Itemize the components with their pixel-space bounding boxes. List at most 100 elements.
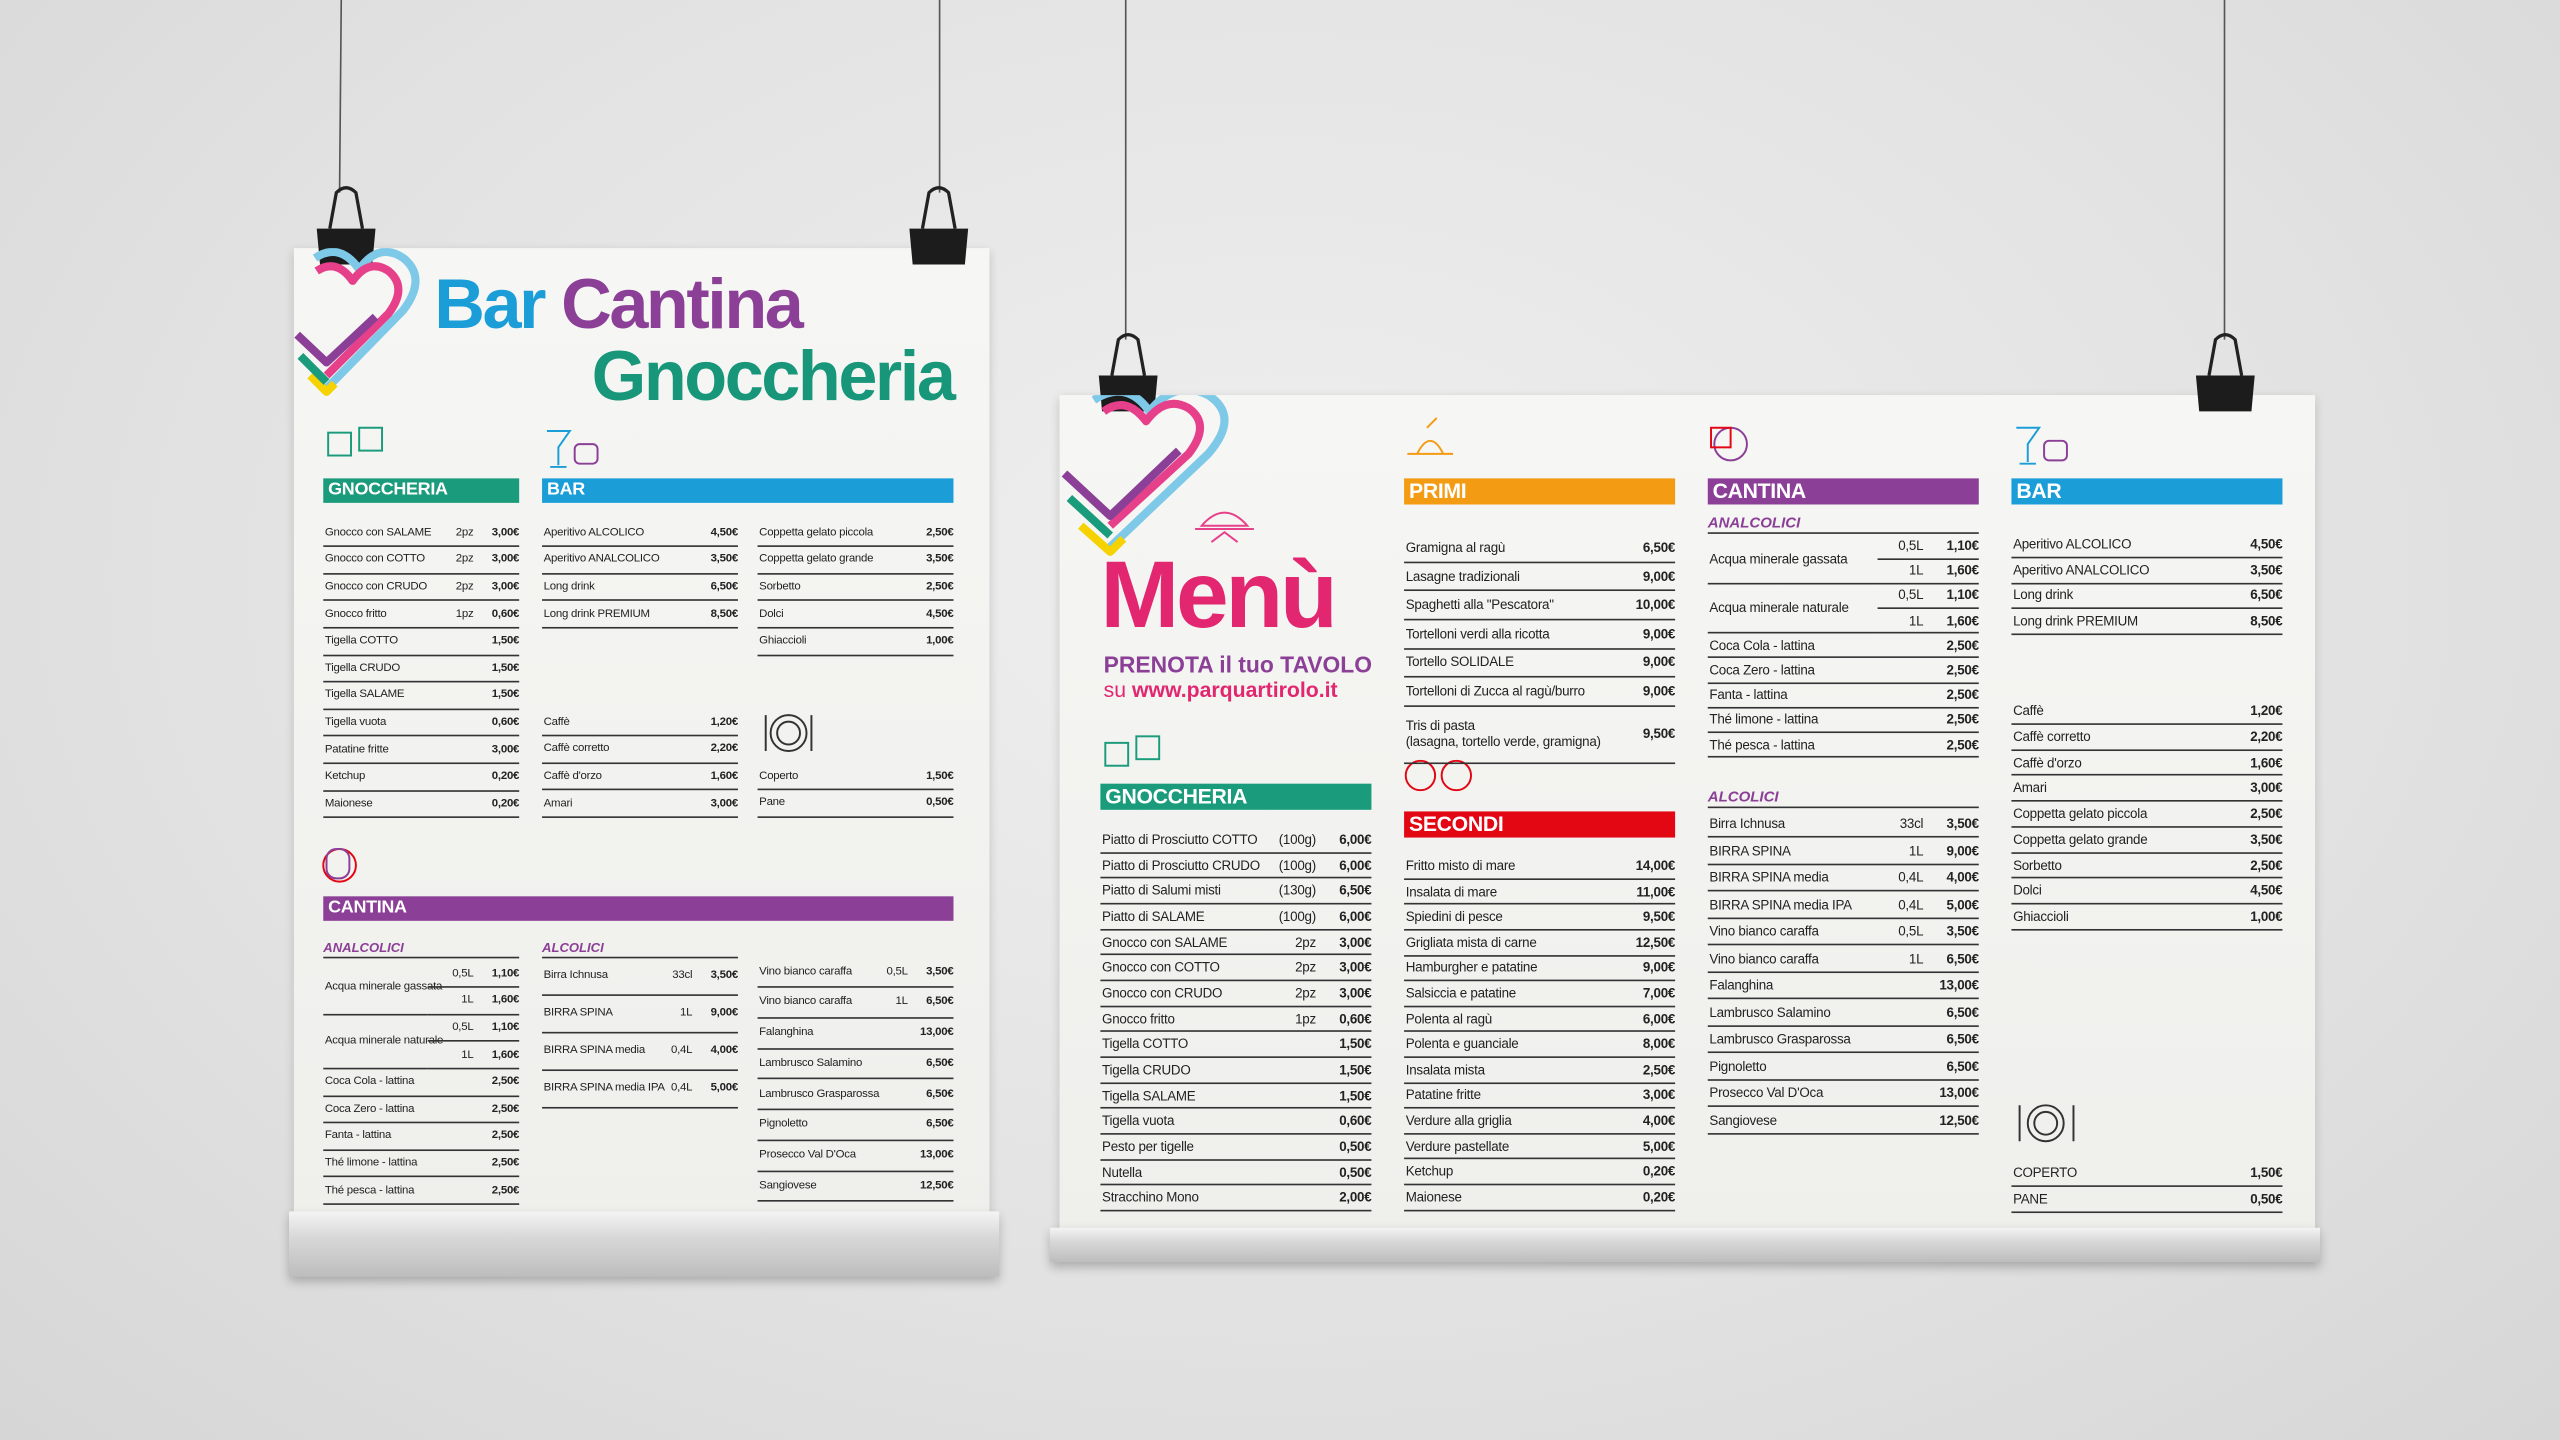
string <box>938 0 941 193</box>
item-price: 11,00€ <box>1636 884 1676 900</box>
item-name: Long drink <box>543 581 595 593</box>
item-name: Fanta - lattina <box>1709 687 1788 703</box>
item-name: Lambrusco Salamino <box>1709 1005 1831 1020</box>
menu-row: Long drink PREMIUM 8,50€ <box>542 602 738 629</box>
item-name: Aperitivo ANALCOLICO <box>543 554 660 566</box>
item-price: 9,50€ <box>1642 909 1676 925</box>
menu-row: Coca Zero - lattina 2,50€ <box>1707 659 1979 684</box>
menu-row: Thé limone - lattina 2,50€ <box>323 1151 519 1178</box>
item-name: Tortelloni di Zucca al ragù/burro <box>1405 684 1585 699</box>
section-heading: CANTINA <box>1707 478 1979 505</box>
item-name: Long drink <box>2013 588 2074 604</box>
menu-row: Gramigna al ragù 6,50€ <box>1404 534 1675 563</box>
item-name: Coca Cola - lattina <box>1709 638 1815 653</box>
item-price: 12,50€ <box>919 1179 954 1192</box>
menu-row: Dolci 4,50€ <box>757 602 954 629</box>
menu-row: Lambrusco Salamino 6,50€ <box>757 1049 954 1080</box>
item-name: Thé pesca - lattina <box>324 1184 415 1197</box>
subheading: ALCOLICI <box>1707 787 1979 809</box>
item-price: 3,00€ <box>1339 960 1372 976</box>
menu-row: Falanghina 13,00€ <box>1707 973 1979 1000</box>
item-price: 2,50€ <box>2250 858 2283 873</box>
menu-row: Caffè 1,20€ <box>2011 699 2283 725</box>
item-price: 0,50€ <box>926 797 954 809</box>
menu-row: Vino bianco caraffa 1L 6,50€ <box>1707 946 1979 973</box>
menu-row: Sorbetto 2,50€ <box>2011 853 2283 879</box>
menu-row: Acqua minerale gassata 0,5L 1,10€ 1L 1,60€ <box>1707 535 1979 585</box>
item-price: 2,50€ <box>926 526 954 539</box>
item-price: 6,50€ <box>926 996 954 1009</box>
menu-row: Spaghetti alla "Pescatora" 10,00€ <box>1404 592 1675 621</box>
menu-row: BIRRA SPINA 1L 9,00€ <box>542 995 738 1033</box>
menu-row: Coppetta gelato grande 3,50€ <box>757 547 954 575</box>
menu-row: Aperitivo ANALCOLICO 3,50€ <box>2011 558 2283 584</box>
item-name: Coppetta gelato grande <box>2013 832 2148 848</box>
item-price: 3,50€ <box>710 969 739 981</box>
menu-row: Thé limone - lattina 2,50€ <box>1707 708 1979 734</box>
menu-row: Pignoletto 6,50€ <box>1707 1053 1979 1081</box>
menu-row: Gnocco con CRUDO 2pz 3,00€ <box>323 575 519 602</box>
item-price: 3,50€ <box>1946 924 1979 939</box>
option-row: 0,5L 1,10€ <box>1877 535 1979 560</box>
item-price: 2,50€ <box>491 1184 520 1197</box>
item-name: Gnocco con COTTO <box>324 554 425 566</box>
item-price: 3,00€ <box>491 554 520 566</box>
menu-row: Gnocco con SALAME 2pz 3,00€ <box>1100 930 1372 956</box>
menu-row: Tortello SOLIDALE 9,00€ <box>1404 649 1675 678</box>
subheading: ALCOLICI <box>542 939 738 959</box>
item-name: Long drink PREMIUM <box>543 608 650 620</box>
name-underline <box>323 1067 428 1070</box>
item-price: 8,50€ <box>2250 614 2283 629</box>
item-price: 1,20€ <box>710 716 739 728</box>
menu-row: Pignoletto 6,50€ <box>757 1110 954 1141</box>
item-name: Dolci <box>2013 883 2042 899</box>
item-price: 2,50€ <box>1946 638 1979 653</box>
item-note: (lasagna, tortello verde, gramigna) <box>1405 733 1601 749</box>
menu-row: Tortelloni di Zucca al ragù/burro 9,00€ <box>1404 678 1675 707</box>
item-price: 6,50€ <box>926 1118 954 1131</box>
item-qty: 0,4L <box>1898 897 1924 912</box>
item-price: 1,60€ <box>2250 755 2283 770</box>
item-price: 9,00€ <box>1642 960 1676 976</box>
item-name: Lambrusco Salamino <box>759 1057 863 1070</box>
menu-row: Amari 3,00€ <box>542 791 739 819</box>
item-price: 0,50€ <box>1339 1164 1372 1180</box>
menu-row: Aperitivo ANALCOLICO 3,50€ <box>542 547 738 575</box>
option-row: 0,5L 1,10€ <box>1877 584 1979 609</box>
item-price: 1,60€ <box>710 770 739 783</box>
item-name: Tortelloni verdi alla ricotta <box>1405 626 1550 642</box>
item-name: Pignoletto <box>1709 1058 1767 1074</box>
item-name: Acqua minerale naturale <box>324 1035 444 1047</box>
item-price: 8,50€ <box>710 608 739 620</box>
item-price: 6,50€ <box>1946 1031 1979 1047</box>
item-price: 1,60€ <box>491 994 520 1007</box>
item-name: Coppetta gelato piccola <box>2013 806 2148 822</box>
menu-row: Maionese 0,20€ <box>1404 1185 1675 1211</box>
item-price: 0,50€ <box>2250 1191 2283 1207</box>
option-row: 1L 1,60€ <box>427 1042 519 1070</box>
menu-row: Caffè d'orzo 1,60€ <box>2011 750 2283 777</box>
name-underline <box>1707 632 1878 634</box>
menu-row: Tortelloni verdi alla ricotta 9,00€ <box>1404 620 1675 650</box>
item-price: 3,50€ <box>926 966 954 978</box>
item-price: 6,50€ <box>1946 1058 1979 1074</box>
menu-row: Lambrusco Grasparossa 6,50€ <box>1707 1027 1979 1054</box>
item-qty: 2pz <box>455 554 474 566</box>
item-price: 1,50€ <box>491 662 520 674</box>
option-row: 0,5L 1,10€ <box>427 961 519 989</box>
menu-row: Piatto di SALAME (100g) 6,00€ <box>1100 905 1372 931</box>
menu-row: Thé pesca - lattina 2,50€ <box>323 1178 520 1206</box>
item-price: 1,50€ <box>1339 1062 1372 1078</box>
item-price: 3,00€ <box>710 797 739 810</box>
icons <box>322 417 2075 1143</box>
item-name: Gramigna al ragù <box>1405 540 1506 556</box>
menu-row: Piatto di Salumi misti (130g) 6,50€ <box>1100 879 1372 905</box>
item-name: Gnocco con CRUDO <box>324 581 428 593</box>
item-name: Verdure alla griglia <box>1405 1113 1512 1129</box>
item-qty: 0,4L <box>670 1082 693 1094</box>
item-price: 1,50€ <box>1339 1088 1372 1103</box>
option-row: 1L 1,60€ <box>1877 609 1979 634</box>
item-name: Salsiccia e patatine <box>1405 986 1517 1001</box>
item-name: Tigella CRUDO <box>1102 1062 1191 1078</box>
